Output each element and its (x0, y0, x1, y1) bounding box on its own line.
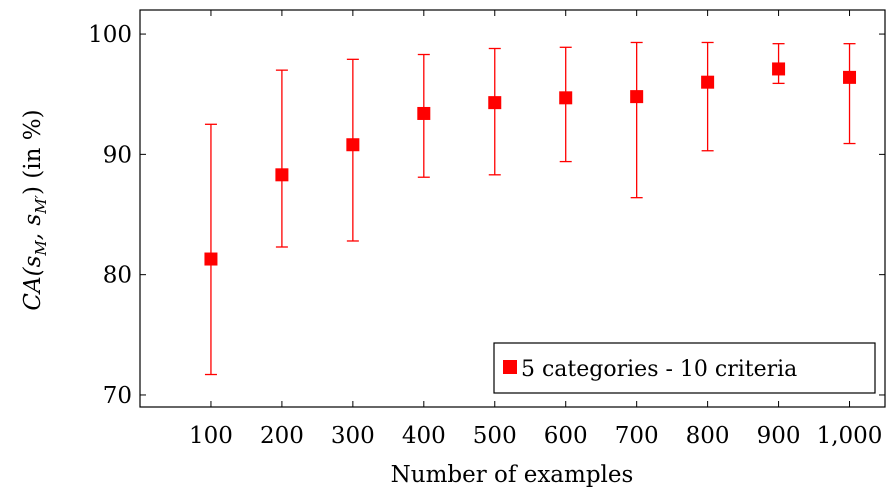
y-tick-labels: 70 80 90 100 (88, 22, 132, 409)
x-axis-title: Number of examples (391, 462, 634, 488)
x-tick-label: 600 (544, 423, 588, 449)
x-tick-label: 400 (402, 423, 446, 449)
error-bars (204, 41, 856, 376)
x-tick-label: 300 (331, 423, 375, 449)
data-point (772, 62, 786, 76)
x-tick-label: 900 (757, 423, 801, 449)
data-point (204, 252, 218, 266)
data-point (559, 91, 573, 105)
y-tick-label: 80 (103, 263, 132, 289)
data-point (275, 168, 289, 182)
x-tick-label: 700 (615, 423, 659, 449)
x-tick-label: 800 (686, 423, 730, 449)
plot-frame (139, 9, 886, 408)
data-point (630, 90, 644, 104)
data-point (417, 106, 431, 120)
x-tick-label: 500 (473, 423, 517, 449)
legend: 5 categories - 10 criteria (493, 342, 876, 394)
x-tick-label: 1,000 (817, 423, 883, 449)
x-tick-label: 200 (260, 423, 304, 449)
legend-label: 5 categories - 10 criteria (521, 357, 797, 382)
y-axis-title: CA(sM, sM′) (in %) (20, 109, 50, 310)
data-markers (204, 62, 857, 266)
data-point (843, 70, 857, 84)
x-tick-labels: 100 200 300 400 500 600 700 800 900 1,000 (189, 423, 882, 449)
legend-box (493, 342, 876, 394)
data-point (346, 138, 360, 152)
data-point (488, 96, 502, 110)
legend-marker (503, 360, 517, 374)
y-tick-label: 90 (103, 142, 132, 168)
data-point (701, 75, 715, 89)
axis-ticks (140, 10, 885, 407)
y-tick-label: 70 (103, 383, 132, 409)
x-tick-label: 100 (189, 423, 233, 449)
y-tick-label: 100 (88, 22, 132, 48)
